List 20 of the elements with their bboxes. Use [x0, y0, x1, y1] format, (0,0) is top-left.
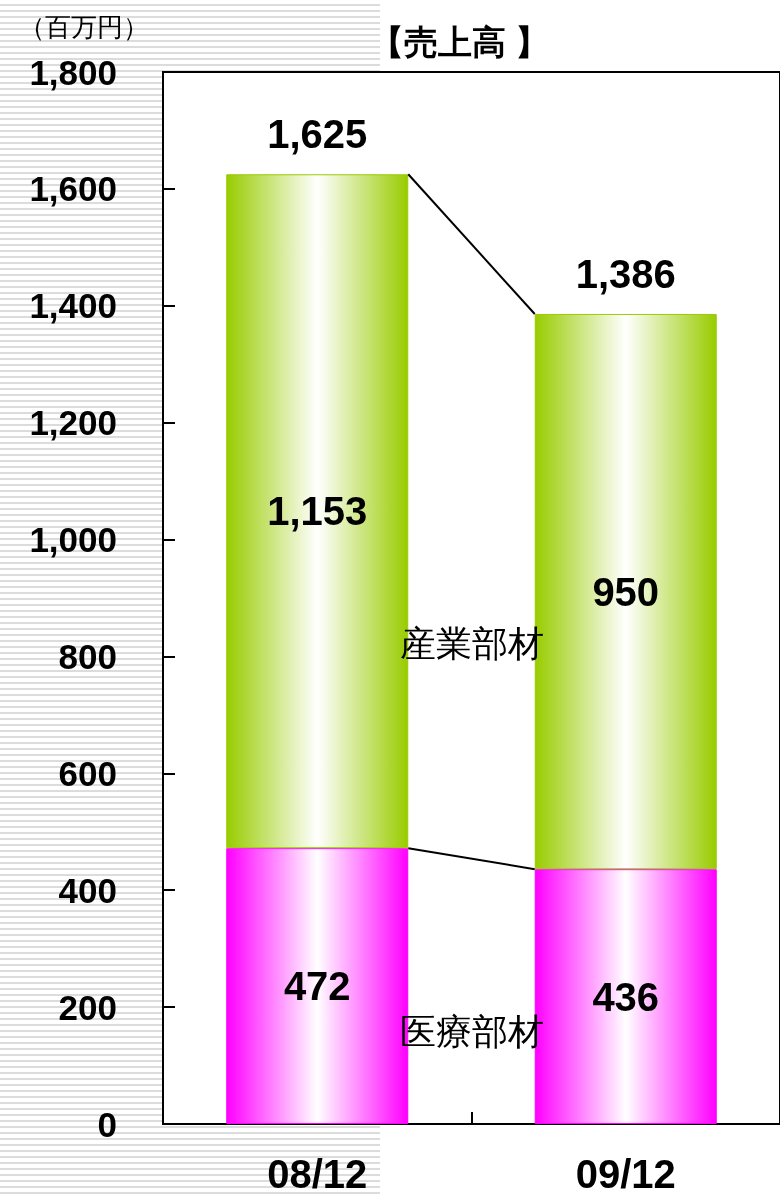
- y-tick-label: 600: [58, 753, 117, 793]
- data-label: 950: [592, 569, 660, 614]
- y-tick-label: 1,600: [29, 169, 117, 209]
- total-label: 1,386: [575, 251, 676, 296]
- y-tick-label: 1,400: [29, 286, 117, 326]
- data-label: 436: [592, 974, 660, 1019]
- y-tick-label: 1,000: [29, 520, 117, 560]
- x-tick-label: 09/12: [575, 1152, 676, 1194]
- data-label: 1,153: [267, 489, 368, 534]
- y-tick-label: 1,200: [29, 403, 117, 443]
- chart-title: 【売上高 】: [370, 23, 550, 61]
- y-axis-title: （百万円）: [19, 12, 149, 42]
- y-tick-label: 0: [97, 1104, 117, 1144]
- y-tick-label: 1,800: [29, 52, 117, 92]
- y-tick-label: 200: [58, 987, 117, 1027]
- y-tick-label: 400: [58, 870, 117, 910]
- x-tick-label: 08/12: [267, 1152, 368, 1194]
- total-label: 1,625: [267, 112, 368, 157]
- data-label: 472: [283, 964, 351, 1009]
- y-tick-label: 800: [58, 636, 117, 676]
